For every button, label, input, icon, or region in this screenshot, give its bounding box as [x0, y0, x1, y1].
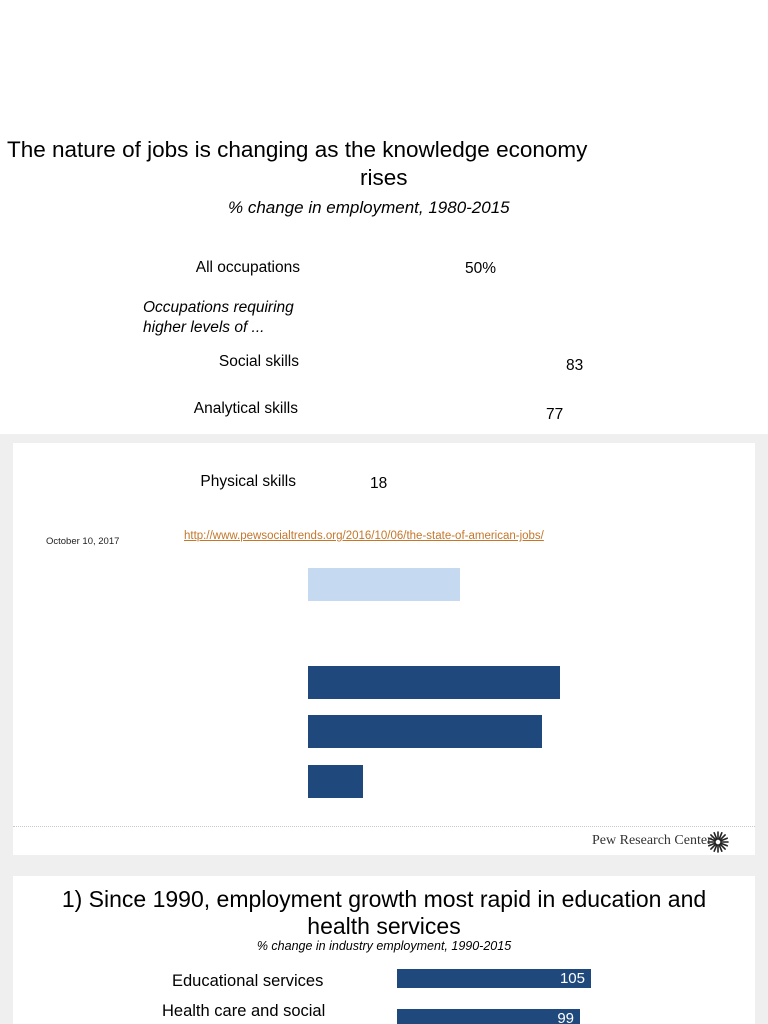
category-label-educational-services: Educational services — [172, 972, 324, 990]
footer-divider — [13, 826, 755, 827]
category-label-social-skills: Social skills — [218, 353, 299, 370]
pew-sunburst-icon — [707, 831, 729, 853]
slide-2 — [13, 876, 755, 1024]
category-label-physical-skills: Physical skills — [200, 473, 296, 490]
slide-2-subtitle: % change in industry employment, 1990-20… — [256, 939, 512, 953]
value-label-all-occupations: 50% — [465, 260, 497, 277]
slide-1-lower — [13, 443, 755, 855]
slide-1-upper — [0, 0, 768, 434]
category-label-analytical-skills: Analytical skills — [193, 400, 298, 417]
slide-1-title-line-2: rises — [360, 165, 408, 190]
value-label-physical-skills: 18 — [370, 475, 388, 492]
slide-date: October 10, 2017 — [46, 536, 120, 547]
brand-name: Pew Research Center — [592, 833, 712, 848]
slide-1-subtitle: % change in employment, 1980-2015 — [228, 198, 510, 217]
value-label-social-skills: 83 — [566, 357, 584, 374]
category-label-health-care: Health care and social — [162, 1002, 326, 1020]
value-label-analytical-skills: 77 — [546, 406, 564, 423]
occupations-group-note-line-1: Occupations requiring — [143, 299, 294, 316]
occupations-group-note-line-2: higher levels of ... — [143, 319, 265, 336]
bar-analytical-skills — [308, 715, 542, 748]
occupations-group-note: Occupations requiring higher levels of .… — [143, 298, 294, 338]
bar-educational-services: 105 — [397, 969, 591, 988]
slide-1-title-line-1: The nature of jobs is changing as the kn… — [7, 137, 588, 162]
source-link[interactable]: http://www.pewsocialtrends.org/2016/10/0… — [184, 530, 544, 542]
bar-social-skills — [308, 666, 560, 699]
bar-physical-skills — [308, 765, 363, 798]
slide-2-title-line-1: 1) Since 1990, employment growth most ra… — [61, 886, 707, 912]
slide-2-title-line-2: health services — [307, 913, 461, 939]
slide-2-title: 1) Since 1990, employment growth most ra… — [0, 886, 768, 940]
bar-health-care: 99 — [397, 1009, 580, 1024]
bar-all-occupations — [308, 568, 460, 601]
category-label-all-occupations: All occupations — [195, 259, 300, 276]
